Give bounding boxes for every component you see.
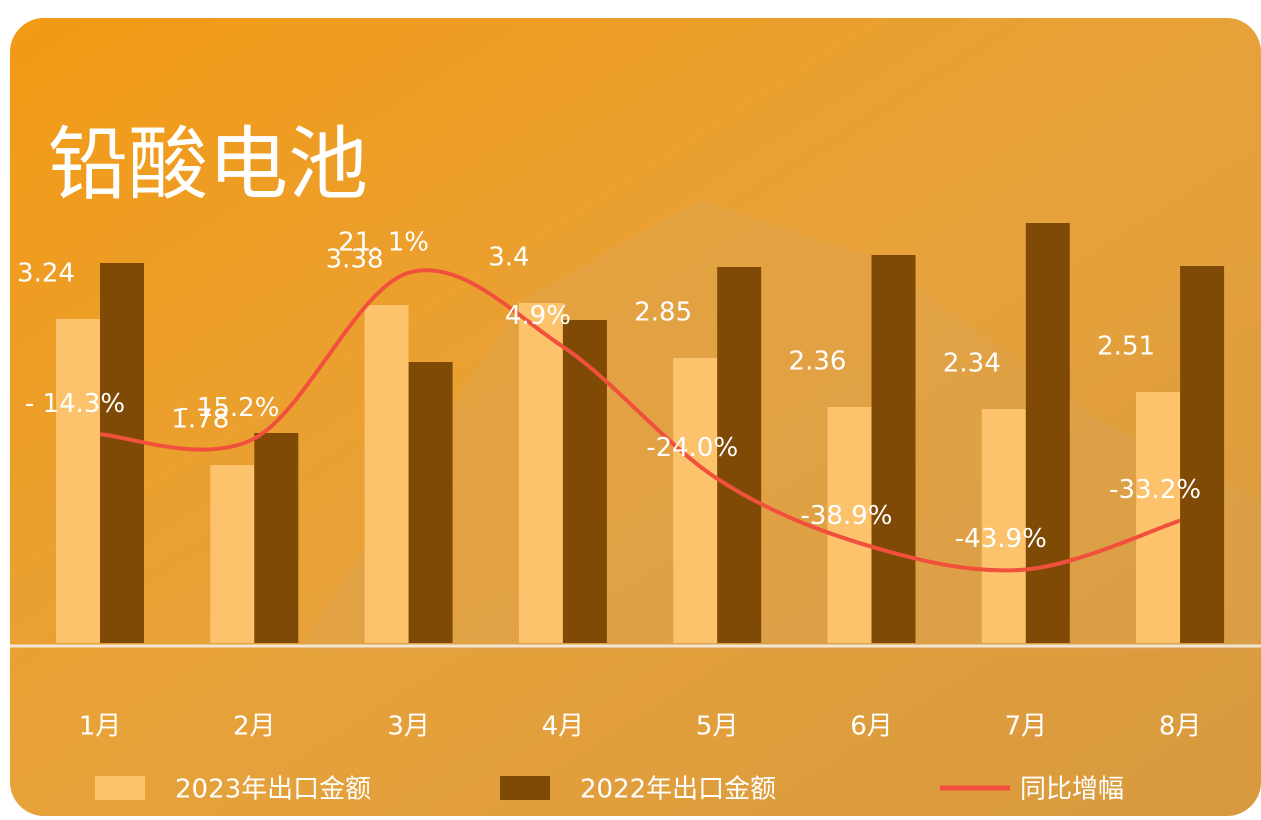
bar [518,303,563,643]
background [10,18,1261,816]
value-label: - 14.3% [25,389,125,419]
x-tick-label: 6月 [850,712,893,742]
bar [1025,223,1070,643]
value-label: 3.4 [488,243,529,273]
bar [408,362,453,643]
bar [562,320,607,643]
bar [364,305,409,643]
bar [1180,266,1225,643]
value-label: - 15.2% [179,393,279,423]
bar [827,407,872,643]
bar [673,358,718,643]
value-label: -33.2% [1109,475,1201,505]
x-tick-label: 3月 [387,712,430,742]
chart-title: 铅酸电池 [48,118,368,211]
x-tick-label: 7月 [1005,712,1048,742]
legend-label: 2022年出口金额 [580,775,776,805]
legend-swatch [500,776,550,800]
legend-label: 同比增幅 [1020,775,1124,805]
value-label: 2.85 [634,298,692,328]
value-label: -24.0% [646,433,738,463]
value-label: 3.38 [326,245,384,275]
legend-swatch [95,776,145,800]
x-tick-label: 4月 [542,712,585,742]
value-label: -38.9% [801,501,893,531]
x-tick-label: 2月 [233,712,276,742]
bar [871,255,916,643]
x-tick-label: 8月 [1159,712,1202,742]
value-label: 2.36 [789,347,847,377]
legend-label: 2023年出口金额 [175,775,371,805]
value-label: -43.9% [955,524,1047,554]
value-label: 4.9% [505,301,571,331]
bar [56,319,100,643]
bar [210,465,255,643]
value-label: 21. 1% [338,227,429,257]
bar [254,433,299,643]
value-label: 3.24 [17,259,75,289]
value-label: 2.34 [943,349,1001,379]
x-tick-label: 1月 [79,712,122,742]
line [99,268,1181,573]
x-tick-label: 5月 [696,712,739,742]
value-label: 2.51 [1097,332,1155,362]
bar [717,267,762,643]
bar [100,263,144,643]
bar [1136,392,1181,643]
bar [981,409,1026,643]
value-label: 1.78 [171,405,229,435]
